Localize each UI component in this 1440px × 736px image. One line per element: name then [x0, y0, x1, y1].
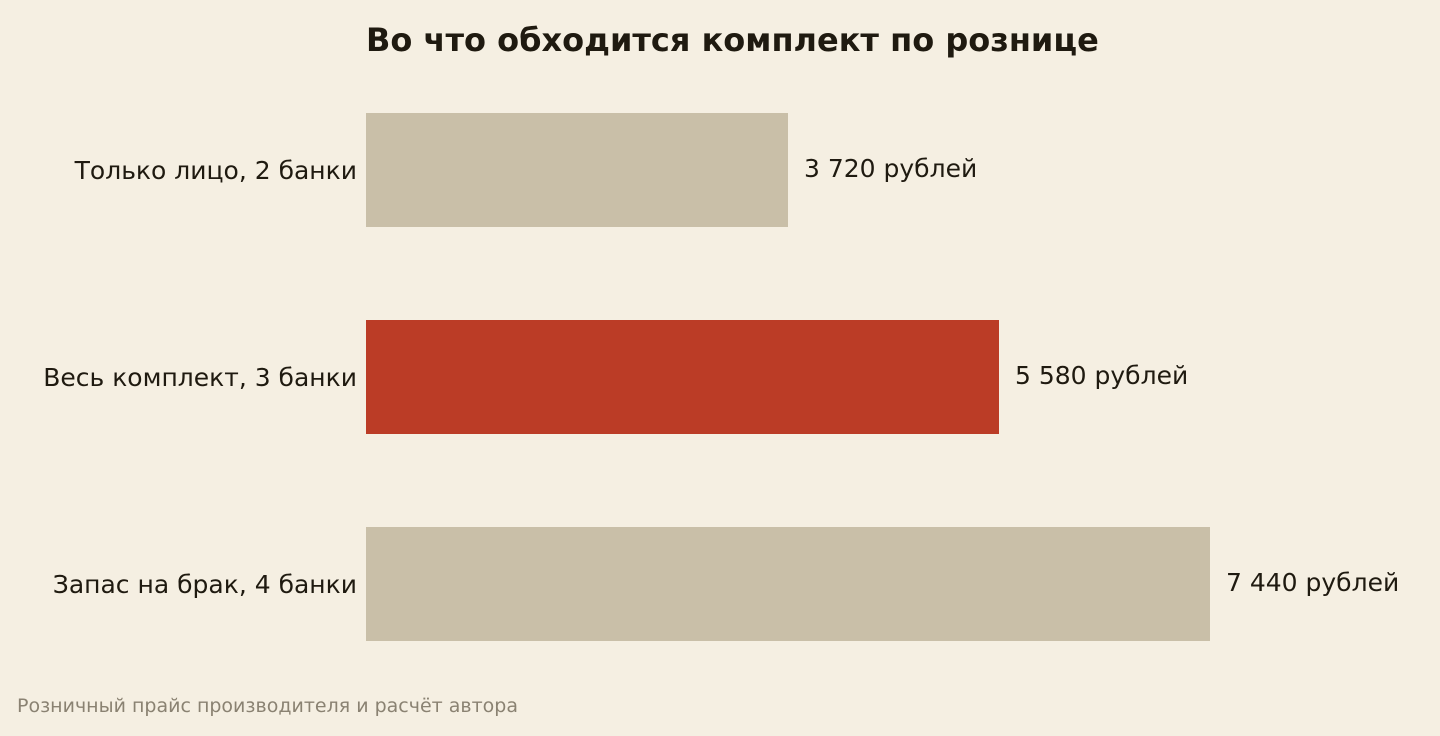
- category-label: Весь комплект, 3 банки: [43, 363, 357, 392]
- bar: [366, 113, 788, 227]
- value-label: 7 440 рублей: [1226, 568, 1399, 597]
- chart-title: Во что обходится комплект по рознице: [366, 21, 1099, 59]
- bar: [366, 527, 1210, 641]
- category-label: Запас на брак, 4 банки: [53, 570, 357, 599]
- bars-group: Только лицо, 2 банки 3 720 рублей Весь ком…: [43, 113, 1399, 641]
- value-label: 3 720 рублей: [804, 154, 977, 183]
- category-label: Только лицо, 2 банки: [74, 156, 357, 185]
- bar: [366, 320, 999, 434]
- value-label: 5 580 рублей: [1015, 361, 1188, 390]
- source-note: Розничный прайс производителя и расчёт а…: [17, 695, 518, 717]
